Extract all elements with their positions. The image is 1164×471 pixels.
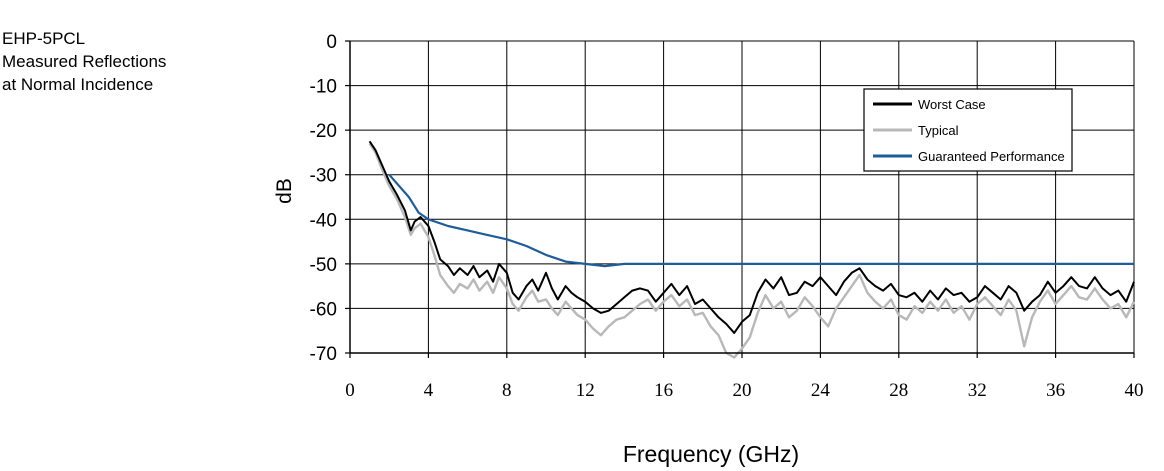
series-line-guaranteed-performance — [388, 173, 1134, 268]
legend-items: Worst Case Typical Guaranteed Performance — [873, 97, 1065, 164]
x-axis-label: Frequency (GHz) — [623, 441, 799, 467]
legend: Worst Case Typical Guaranteed Performance — [863, 88, 1073, 172]
x-tick-label: 4 — [424, 380, 434, 401]
x-tick-label: 12 — [576, 380, 595, 401]
caption-line-description: Measured Reflections — [2, 52, 167, 71]
y-tick-label: -20 — [310, 121, 337, 142]
x-tick-label: 32 — [968, 380, 987, 401]
x-tick-label: 40 — [1125, 380, 1144, 401]
x-tick-label: 24 — [811, 380, 831, 401]
legend-label-worst-case: Worst Case — [918, 97, 986, 112]
caption-line-product: EHP-5PCL — [2, 29, 86, 48]
y-tick-label: -10 — [310, 77, 337, 98]
x-tick-label: 28 — [889, 380, 908, 401]
legend-label-typical: Typical — [918, 123, 959, 138]
tick-labels: 0 -10 -20 -30 -40 -50 -60 -70 0 4 8 12 16 20 24 28 32 36 4… — [310, 32, 1144, 401]
chart-caption: EHP-5PCL Measured Reflections at Normal … — [2, 27, 166, 96]
axes — [345, 40, 1135, 358]
y-tick-label: -60 — [310, 299, 337, 320]
x-tick-label: 16 — [654, 380, 673, 401]
x-tick-label: 20 — [733, 380, 752, 401]
series-line-typical — [368, 142, 1136, 359]
series-lines — [368, 140, 1136, 359]
y-tick-label: -40 — [310, 210, 337, 231]
y-tick-label: 0 — [326, 32, 337, 53]
y-tick-label: -50 — [310, 255, 337, 276]
legend-label-guaranteed-performance: Guaranteed Performance — [918, 149, 1065, 164]
x-tick-label: 36 — [1046, 380, 1065, 401]
x-tick-label: 0 — [345, 380, 355, 401]
series-line-worst-case — [368, 140, 1135, 334]
y-tick-label: -70 — [310, 344, 337, 365]
caption-line-condition: at Normal Incidence — [2, 75, 154, 94]
x-tick-label: 8 — [502, 380, 512, 401]
y-axis-label: dB — [273, 178, 296, 204]
grid-lines — [349, 40, 1135, 354]
y-tick-label: -30 — [310, 166, 337, 187]
